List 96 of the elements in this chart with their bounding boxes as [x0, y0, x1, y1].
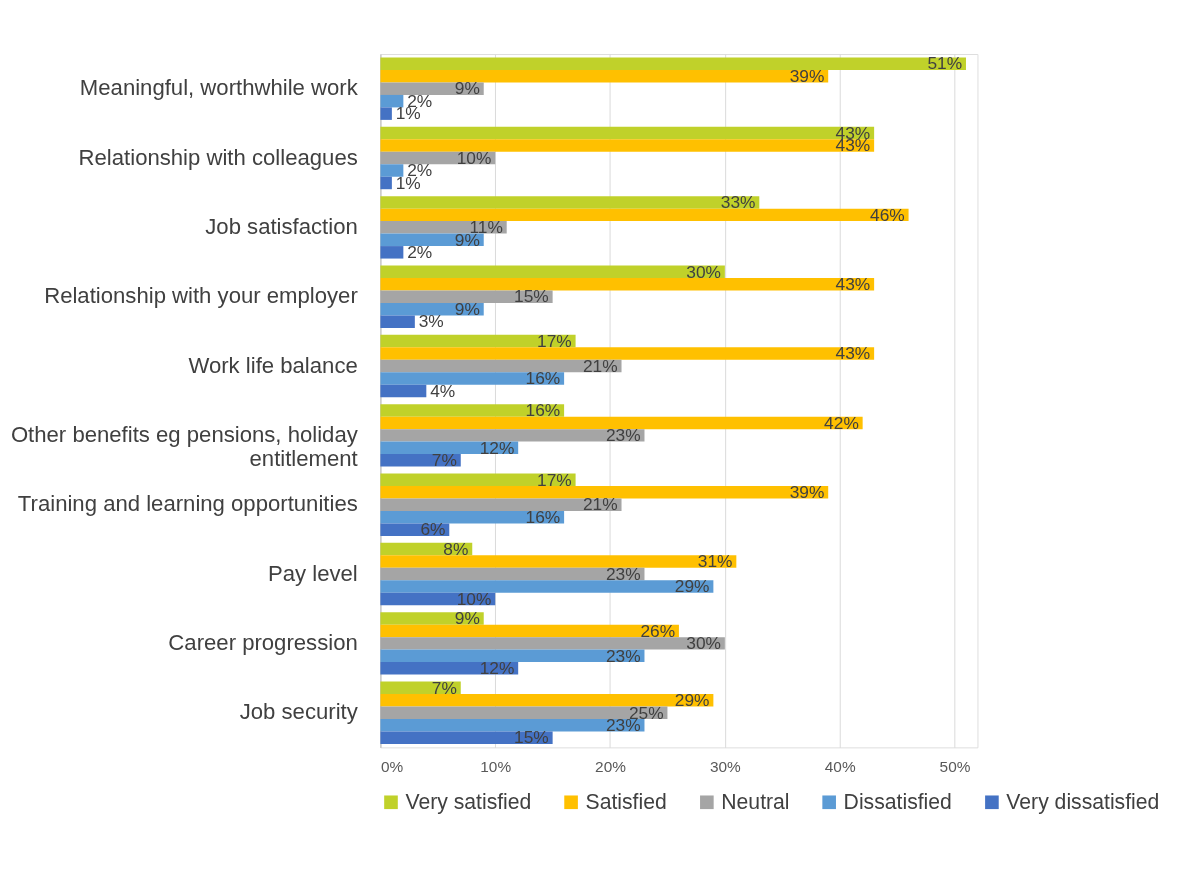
bar	[380, 485, 829, 499]
bar	[380, 612, 484, 625]
bar	[380, 164, 404, 177]
legend-label: Very dissatisfied	[1006, 790, 1160, 815]
bar	[380, 221, 507, 234]
data-label: 46%	[870, 204, 905, 225]
data-label: 23%	[605, 425, 641, 446]
bar	[380, 315, 415, 328]
y-tick-label: Pay level	[267, 560, 358, 586]
data-label: 17%	[537, 330, 572, 351]
bar	[380, 372, 565, 385]
data-label: 12%	[479, 658, 515, 679]
data-label: 9%	[454, 78, 480, 99]
data-label: 9%	[454, 298, 480, 319]
y-tick-label: Relationship with colleagues	[78, 144, 358, 170]
data-label: 10%	[456, 147, 492, 168]
bar	[380, 731, 553, 744]
data-label: 43%	[835, 273, 871, 294]
x-tick-label: 50%	[939, 757, 971, 775]
data-label: 42%	[824, 412, 859, 433]
data-label: 31%	[697, 551, 733, 572]
legend-label: Satisfied	[585, 790, 667, 814]
data-label: 33%	[720, 192, 756, 213]
x-tick-label: 20%	[595, 757, 627, 775]
bar	[380, 637, 725, 650]
data-label: 16%	[525, 400, 561, 421]
data-label: 23%	[605, 645, 641, 666]
bar	[380, 404, 565, 417]
data-label: 3%	[418, 311, 444, 332]
bar	[380, 265, 725, 278]
data-label: 39%	[789, 482, 825, 503]
bar	[380, 107, 392, 120]
bar	[380, 126, 875, 140]
y-tick-label: Meaningful, worthwhile work	[79, 75, 359, 101]
data-label: 15%	[514, 286, 549, 307]
bar	[380, 347, 875, 360]
bar	[380, 498, 622, 511]
bar	[380, 706, 668, 719]
data-label: 21%	[582, 494, 618, 515]
data-label: 7%	[431, 677, 457, 698]
bar	[380, 384, 427, 398]
data-label: 39%	[789, 65, 825, 86]
y-tick-label: Career progression	[168, 630, 358, 656]
y-tick-label: Training and learning opportunities	[17, 491, 358, 517]
data-label: 9%	[454, 608, 480, 629]
bar	[380, 139, 875, 152]
bar	[380, 57, 966, 70]
bar	[380, 429, 645, 442]
bar	[380, 624, 679, 638]
bar	[380, 290, 553, 303]
y-tick-label: Job satisfaction	[205, 214, 358, 240]
x-tick-label: 30%	[709, 757, 742, 775]
data-label: 12%	[479, 437, 515, 458]
bar	[380, 176, 392, 190]
legend-label: Dissatisfied	[843, 790, 952, 814]
data-label: 29%	[674, 576, 710, 597]
data-label: 4%	[430, 380, 456, 401]
data-label: 30%	[686, 261, 722, 282]
legend-label: Very satisfied	[405, 790, 532, 815]
bar	[380, 454, 461, 467]
bar	[380, 694, 714, 707]
x-tick-label: 10%	[480, 757, 512, 775]
bar	[380, 662, 519, 675]
bar	[380, 208, 909, 222]
legend-label: Neutral	[721, 790, 790, 814]
data-label: 7%	[431, 450, 457, 471]
y-tick-label: Work life balance	[188, 352, 358, 378]
data-label: 8%	[443, 538, 469, 559]
bar	[380, 196, 760, 209]
data-label: 2%	[407, 242, 433, 263]
x-tick-label: 40%	[824, 757, 856, 775]
bar	[380, 580, 714, 593]
bar	[380, 246, 404, 259]
bar	[380, 555, 737, 568]
bar	[380, 94, 404, 108]
y-tick-label: Job security	[239, 699, 359, 725]
data-label: 26%	[640, 620, 676, 641]
data-label: 16%	[525, 368, 561, 389]
data-label: 30%	[686, 633, 722, 654]
y-tick-label: Other benefits eg pensions, holiday entitlement	[10, 422, 359, 472]
data-label: 15%	[514, 727, 549, 748]
data-label: 23%	[605, 563, 641, 584]
data-label: 21%	[582, 355, 618, 376]
y-tick-label: Relationship with your employer	[44, 283, 358, 309]
data-label: 16%	[525, 506, 561, 527]
bar	[380, 416, 863, 430]
x-tick-label: 0%	[380, 757, 404, 775]
data-label: 29%	[674, 690, 710, 711]
bar	[380, 82, 484, 95]
data-label: 6%	[420, 519, 446, 540]
data-label: 10%	[456, 588, 492, 609]
bar	[380, 277, 875, 291]
bar	[380, 69, 829, 83]
data-label: 43%	[835, 343, 871, 364]
data-label: 17%	[537, 469, 572, 490]
data-label: 51%	[927, 53, 963, 74]
